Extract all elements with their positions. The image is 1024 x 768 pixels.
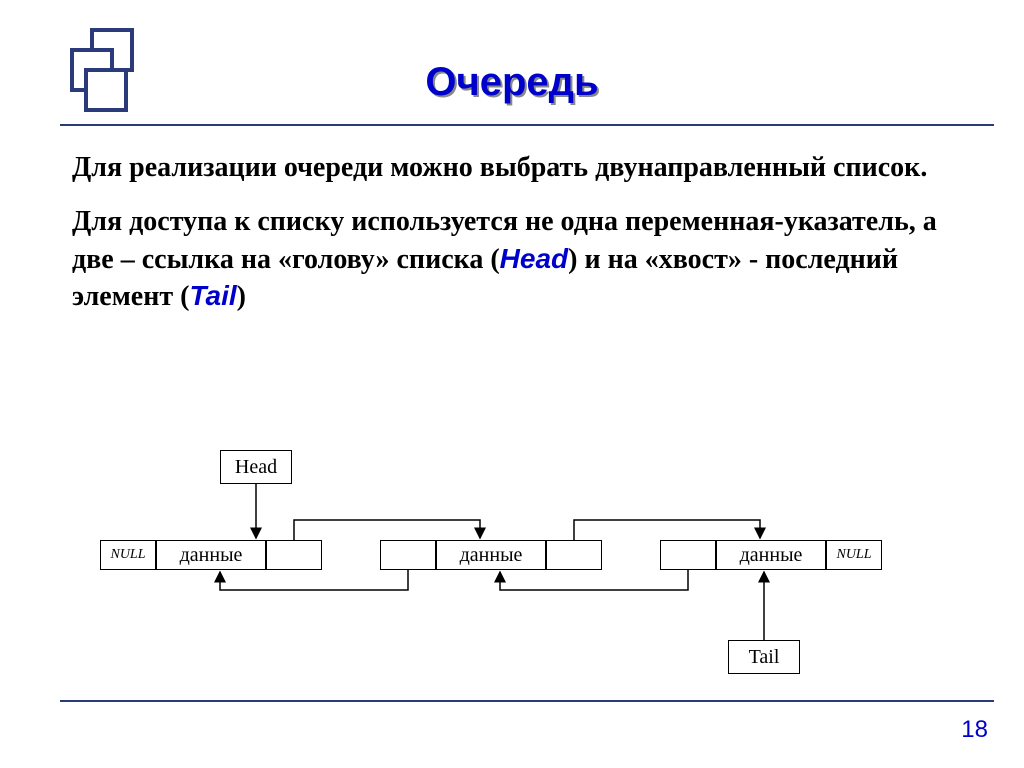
node1-prev-null: NULL <box>100 540 156 570</box>
node2-next-ptr <box>546 540 602 570</box>
slide: Очередь Для реализации очереди можно выб… <box>0 0 1024 768</box>
node3-next-null: NULL <box>826 540 882 570</box>
node1-next-ptr <box>266 540 322 570</box>
slide-title: Очередь <box>0 60 1024 105</box>
body-text: Для реализации очереди можно выбрать дву… <box>72 150 952 334</box>
divider-top <box>60 124 994 126</box>
divider-bottom <box>60 700 994 702</box>
keyword-tail: Tail <box>189 280 236 311</box>
paragraph-2: Для доступа к списку используется не одн… <box>72 204 952 315</box>
page-number: 18 <box>961 716 988 744</box>
node1-data: данные <box>156 540 266 570</box>
paragraph-1: Для реализации очереди можно выбрать дву… <box>72 150 952 186</box>
node3-prev-ptr <box>660 540 716 570</box>
tail-label-box: Tail <box>728 640 800 674</box>
keyword-head: Head <box>500 243 568 274</box>
p2-text-c: ) <box>237 281 246 312</box>
node3-data: данные <box>716 540 826 570</box>
head-label-box: Head <box>220 450 292 484</box>
linked-list-diagram: Head NULL данные данные данные NULL Tail <box>100 450 924 690</box>
node2-data: данные <box>436 540 546 570</box>
arrows-svg <box>100 450 924 690</box>
node2-prev-ptr <box>380 540 436 570</box>
